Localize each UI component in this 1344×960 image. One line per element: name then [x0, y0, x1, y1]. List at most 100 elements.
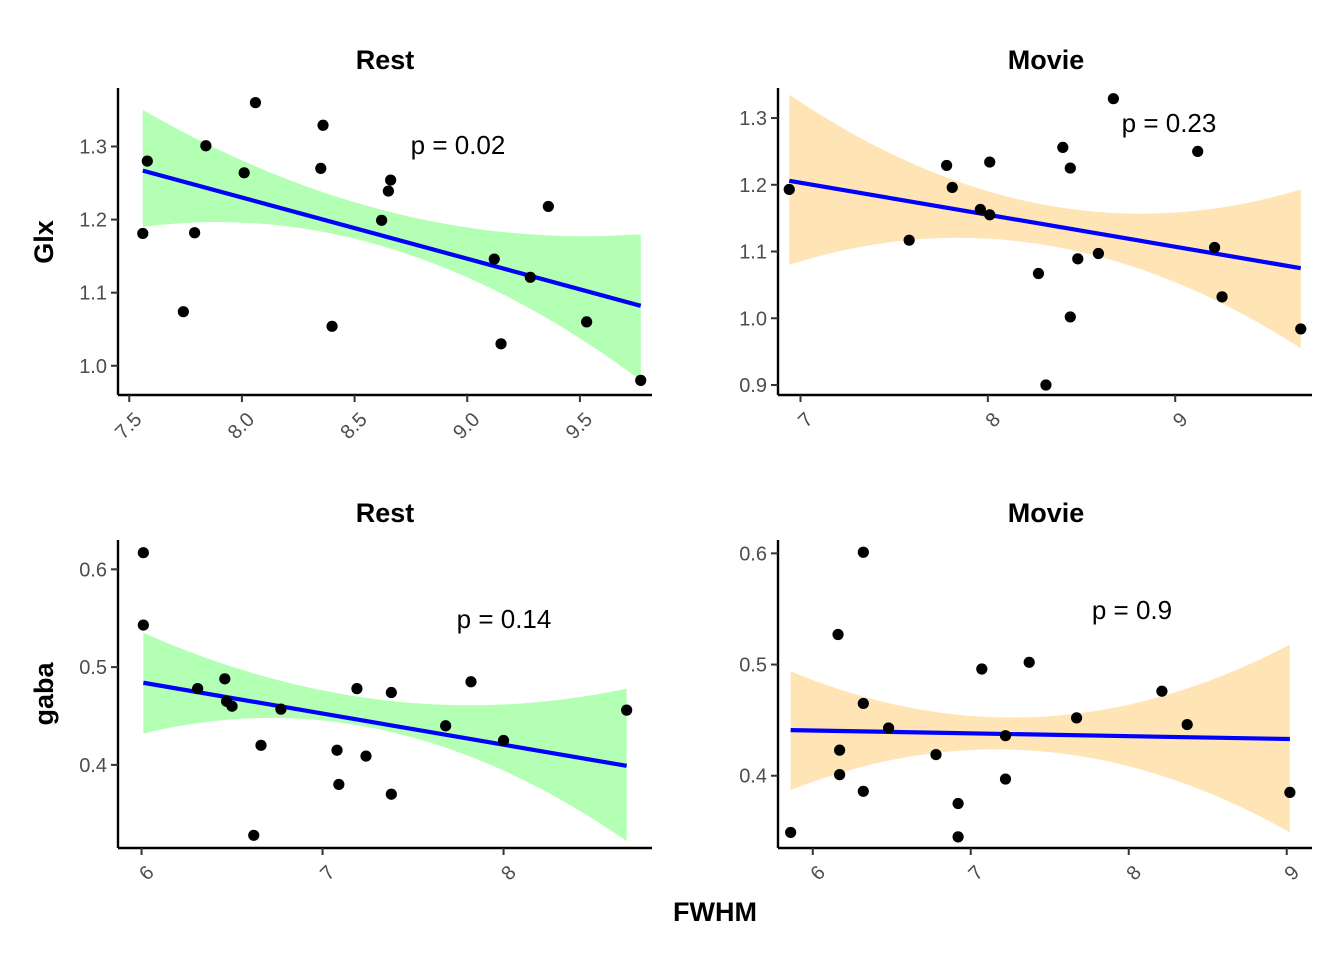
data-point	[1192, 145, 1204, 158]
data-point	[930, 748, 942, 761]
confidence-ribbon	[143, 632, 627, 842]
data-point	[1208, 241, 1221, 254]
fit-line	[790, 728, 1290, 742]
x-tick-label: 8	[982, 409, 1005, 432]
data-point	[952, 797, 964, 810]
regression-line	[142, 168, 642, 308]
data-point	[376, 214, 388, 226]
data-point	[331, 744, 343, 756]
confidence-ribbon	[789, 94, 1301, 349]
x-tick-label: 8.5	[337, 409, 372, 444]
points-group	[785, 546, 1296, 843]
panel-rest-glx: Rest 1.0 1.1 1.2 1.3 7.5 8.0 8.5 9.0 9.5 p = 0.0…	[79, 45, 652, 444]
ribbon-area	[143, 632, 627, 842]
data-point	[834, 769, 846, 781]
panel-title: Movie	[1008, 45, 1085, 75]
data-point	[385, 788, 397, 800]
x-tick-label: 6	[135, 862, 158, 885]
points-group	[783, 93, 1307, 391]
data-point	[999, 773, 1012, 785]
panel-title: Movie	[1008, 498, 1085, 528]
data-point	[984, 209, 996, 221]
y-tick-label: 0.4	[79, 755, 107, 777]
points-group	[137, 97, 647, 386]
fit-line	[788, 178, 1302, 271]
y-tick-label: 0.5	[739, 655, 767, 677]
data-point	[249, 97, 262, 109]
data-point	[621, 704, 633, 716]
x-tick-label: 8	[497, 862, 520, 885]
data-point	[1064, 162, 1076, 174]
x-tick-label: 7	[316, 862, 339, 885]
data-point	[1284, 786, 1296, 799]
data-point	[882, 722, 895, 734]
y-tick-label: 1.3	[739, 108, 767, 130]
x-axis-label: FWHM	[673, 897, 757, 927]
data-point	[999, 730, 1012, 742]
data-point	[497, 734, 510, 747]
panel-rest-gaba: Rest 0.4 0.5 0.6 6 7 8 p = 0.14	[79, 498, 652, 885]
data-point	[984, 156, 996, 168]
data-point	[834, 744, 846, 756]
y-tick-label: 0.4	[739, 766, 767, 788]
data-point	[1023, 656, 1035, 668]
data-point	[326, 320, 338, 332]
regression-line	[788, 178, 1302, 271]
data-point	[189, 227, 201, 239]
data-point	[832, 628, 844, 641]
data-point	[1156, 685, 1168, 697]
data-point	[1057, 141, 1069, 153]
data-point	[952, 831, 964, 843]
x-tick-label: 9	[1280, 862, 1303, 885]
data-point	[635, 374, 647, 386]
panel-title: Rest	[356, 45, 415, 75]
p-value-annotation: p = 0.23	[1122, 108, 1217, 138]
x-tick-label: 7	[964, 862, 987, 885]
p-value-annotation: p = 0.14	[457, 604, 552, 634]
panel-movie-gaba: Movie 0.4 0.5 0.6 6 7 8 9 p = 0.9	[739, 498, 1312, 885]
data-point	[275, 703, 287, 715]
confidence-ribbon	[142, 109, 641, 381]
x-tick-label: 8	[1122, 862, 1145, 885]
fit-line	[142, 168, 642, 308]
ribbon-area	[142, 109, 641, 381]
data-point	[974, 203, 986, 216]
axes: 0.9 1.0 1.1 1.2 1.3 7 8 9	[739, 88, 1312, 432]
data-point	[238, 167, 250, 179]
data-point	[226, 700, 238, 712]
data-point	[317, 119, 329, 131]
ribbon-area	[790, 644, 1290, 833]
data-point	[903, 234, 915, 246]
y-axis-label-glx: Glx	[29, 220, 59, 264]
data-point	[785, 826, 797, 839]
x-tick-label: 8.0	[224, 409, 259, 444]
data-point	[1107, 93, 1119, 105]
y-tick-label: 1.0	[739, 308, 767, 330]
y-tick-label: 1.1	[739, 242, 767, 264]
y-tick-label: 1.3	[79, 136, 107, 158]
data-point	[1072, 253, 1084, 265]
confidence-ribbon	[790, 644, 1290, 833]
data-point	[137, 619, 149, 631]
y-tick-label: 1.2	[79, 210, 107, 232]
data-point	[440, 720, 452, 732]
x-tick-label: 6	[806, 862, 829, 885]
data-point	[542, 200, 554, 213]
data-point	[488, 253, 500, 265]
y-tick-label: 1.2	[739, 175, 767, 197]
x-tick-label: 9.5	[562, 409, 597, 444]
data-point	[177, 306, 189, 318]
y-tick-label: 0.9	[739, 375, 767, 397]
panel-title: Rest	[356, 498, 415, 528]
data-point	[141, 155, 153, 167]
ribbon-area	[789, 94, 1301, 349]
data-point	[1070, 712, 1083, 724]
data-point	[465, 676, 477, 688]
x-tick-label: 9.0	[449, 409, 484, 444]
regression-line	[790, 728, 1290, 742]
y-axis-label-gaba: gaba	[29, 662, 59, 726]
data-point	[315, 162, 327, 175]
data-point	[255, 739, 267, 751]
data-point	[333, 778, 345, 791]
